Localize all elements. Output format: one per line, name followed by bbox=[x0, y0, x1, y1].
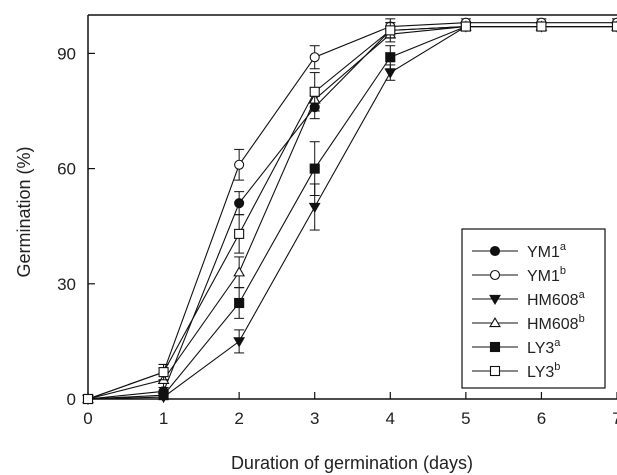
legend-label: LY3a bbox=[527, 337, 561, 357]
data-point bbox=[536, 21, 547, 32]
data-point bbox=[308, 202, 321, 214]
legend-superscript: a bbox=[554, 337, 561, 349]
plot-series bbox=[82, 17, 617, 406]
legend-entry: YM1a bbox=[472, 241, 567, 261]
data-point bbox=[82, 393, 94, 405]
data-point bbox=[309, 86, 320, 97]
legend-box bbox=[461, 228, 606, 389]
legend-label: YM1a bbox=[527, 241, 567, 261]
legend-entry: YM1b bbox=[472, 265, 566, 285]
legend-marker bbox=[489, 316, 501, 328]
data-point bbox=[233, 337, 246, 348]
x-tick-label: 7 bbox=[612, 409, 617, 428]
data-point bbox=[309, 163, 320, 174]
series-line bbox=[87, 25, 617, 400]
x-axis-title: Duration of germination (days) bbox=[231, 453, 473, 473]
legend-entry: HM608b bbox=[472, 313, 585, 333]
data-point bbox=[385, 25, 396, 36]
x-tick-label: 4 bbox=[386, 409, 395, 428]
y-tick-label: 60 bbox=[57, 160, 76, 179]
legend-superscript: a bbox=[579, 289, 586, 301]
legend-superscript: a bbox=[560, 241, 567, 253]
series-line bbox=[87, 22, 617, 400]
legend-label: LY3b bbox=[527, 361, 560, 381]
x-tick-label: 3 bbox=[310, 409, 319, 428]
legend-marker bbox=[489, 365, 501, 377]
data-point bbox=[309, 52, 320, 63]
data-point bbox=[385, 52, 396, 63]
data-point bbox=[233, 266, 246, 277]
data-point bbox=[158, 367, 169, 378]
data-point bbox=[234, 159, 245, 170]
legend-superscript: b bbox=[579, 313, 585, 325]
data-point bbox=[384, 68, 397, 79]
x-tick-label: 5 bbox=[461, 409, 470, 428]
legend-entry: LY3a bbox=[472, 337, 561, 357]
data-point bbox=[234, 228, 245, 239]
legend-marker bbox=[489, 269, 501, 281]
axes: 0 1 2 3 4 5 6 7 0 30 60 90 bbox=[57, 14, 617, 428]
y-tick-label: 90 bbox=[57, 44, 76, 63]
x-tick-label: 2 bbox=[234, 409, 243, 428]
legend-marker bbox=[489, 245, 501, 257]
legend-label: YM1b bbox=[527, 265, 566, 285]
legend-label: HM608b bbox=[527, 313, 585, 333]
legend: YM1a YM1b HM608a HM608b LY3a LY3b bbox=[461, 228, 606, 389]
data-point bbox=[611, 21, 617, 32]
y-tick-label: 0 bbox=[67, 390, 76, 409]
series-ly3-b bbox=[82, 21, 617, 405]
x-tick-label: 6 bbox=[537, 409, 546, 428]
x-tick-label: 0 bbox=[83, 409, 92, 428]
data-point bbox=[234, 198, 245, 209]
data-point bbox=[158, 390, 169, 401]
y-tick-label: 30 bbox=[57, 275, 76, 294]
legend-entry: LY3b bbox=[472, 361, 560, 381]
legend-entry: HM608a bbox=[472, 289, 586, 309]
data-point bbox=[460, 21, 471, 32]
legend-superscript: b bbox=[560, 265, 566, 277]
legend-superscript: b bbox=[554, 361, 560, 373]
legend-marker bbox=[489, 341, 501, 353]
y-axis-title: Germination (%) bbox=[14, 146, 34, 277]
legend-label: HM608a bbox=[527, 289, 586, 309]
x-tick-label: 1 bbox=[159, 409, 168, 428]
legend-marker bbox=[489, 294, 501, 306]
data-point bbox=[234, 297, 245, 309]
